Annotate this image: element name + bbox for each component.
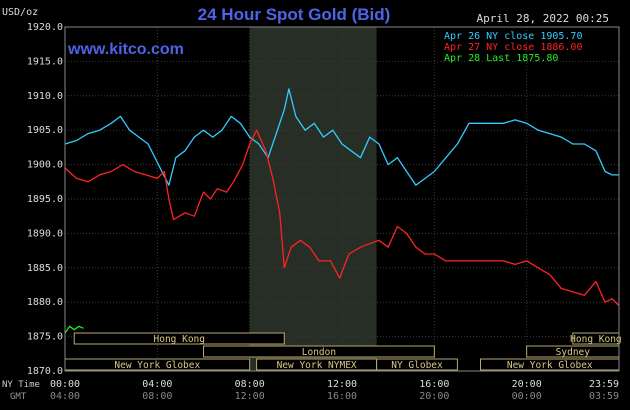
session-bar xyxy=(73,332,285,345)
y-tick-label: 1880.0 xyxy=(27,297,63,308)
gmt-label: GMT xyxy=(10,392,27,402)
legend: Apr 26 NY close 1905.70 Apr 27 NY close … xyxy=(444,31,582,64)
chart-date: April 28, 2022 00:25 xyxy=(477,12,609,25)
session-label: Hong Kong xyxy=(154,334,205,345)
y-tick-label: 1920.0 xyxy=(27,22,63,33)
session-label: Hong Kong xyxy=(570,334,621,345)
x-tick-gmt: 16:00 xyxy=(327,391,357,402)
x-tick-ny: 12:00 xyxy=(327,379,357,390)
x-tick-gmt: 04:00 xyxy=(50,391,80,402)
nymex-session-highlight xyxy=(249,27,377,371)
y-tick-label: 1875.0 xyxy=(27,332,63,343)
legend-item-apr28: Apr 28 Last 1875.80 xyxy=(444,53,558,64)
watermark: www.kitco.com xyxy=(67,41,184,58)
session-bars: Hong Kong Hong Kong London Sydney New York G… xyxy=(64,332,622,371)
y-tick-label: 1905.0 xyxy=(27,125,63,136)
series-line-2 xyxy=(64,325,84,334)
x-tick-ny: 20:00 xyxy=(512,379,542,390)
session-bar xyxy=(203,345,435,358)
x-tick-ny: 16:00 xyxy=(419,379,449,390)
plot-frame xyxy=(64,26,620,372)
x-tick-gmt: 20:00 xyxy=(419,391,449,402)
legend-item-apr27: Apr 27 NY close 1886.00 xyxy=(444,42,582,53)
session-label: London xyxy=(302,347,336,358)
x-tick-gmt: 08:00 xyxy=(142,391,172,402)
x-tick-ny: 08:00 xyxy=(235,379,265,390)
session-label: New York NYMEX xyxy=(277,360,357,371)
x-tick-gmt: 12:00 xyxy=(235,391,265,402)
session-label: Sydney xyxy=(556,347,591,358)
legend-item-apr26: Apr 26 NY close 1905.70 xyxy=(444,31,582,42)
y-tick-label: 1900.0 xyxy=(27,160,63,171)
y-tick-label: 1910.0 xyxy=(27,91,63,102)
x-tick-ny: 23:59 xyxy=(589,379,619,390)
y-tick-label: 1870.0 xyxy=(27,366,63,377)
y-axis: 1870.0 1875.0 1880.0 1885.0 1890.0 1895.0 1900… xyxy=(27,22,63,377)
ny-time-label: NY Time xyxy=(2,380,40,390)
session-label: New York Globex xyxy=(507,360,593,371)
series-line-0 xyxy=(64,88,619,186)
x-tick-ny: 00:00 xyxy=(50,379,80,390)
y-tick-label: 1885.0 xyxy=(27,263,63,274)
session-label: New York Globex xyxy=(114,360,200,371)
chart-title: 24 Hour Spot Gold (Bid) xyxy=(198,5,391,24)
session-label: NY Globex xyxy=(391,360,443,371)
y-tick-label: 1890.0 xyxy=(27,228,63,239)
unit-label: USD/oz xyxy=(2,7,38,18)
x-tick-ny: 04:00 xyxy=(142,379,172,390)
session-bar xyxy=(376,358,458,371)
x-axis: 00:0004:0004:0008:0008:0012:0012:0016:00… xyxy=(50,379,619,402)
x-tick-gmt: 00:00 xyxy=(512,391,542,402)
series-line-1 xyxy=(64,129,620,307)
y-tick-label: 1895.0 xyxy=(27,194,63,205)
y-tick-label: 1915.0 xyxy=(27,56,63,67)
x-tick-gmt: 03:59 xyxy=(589,391,619,402)
price-series xyxy=(64,88,620,334)
